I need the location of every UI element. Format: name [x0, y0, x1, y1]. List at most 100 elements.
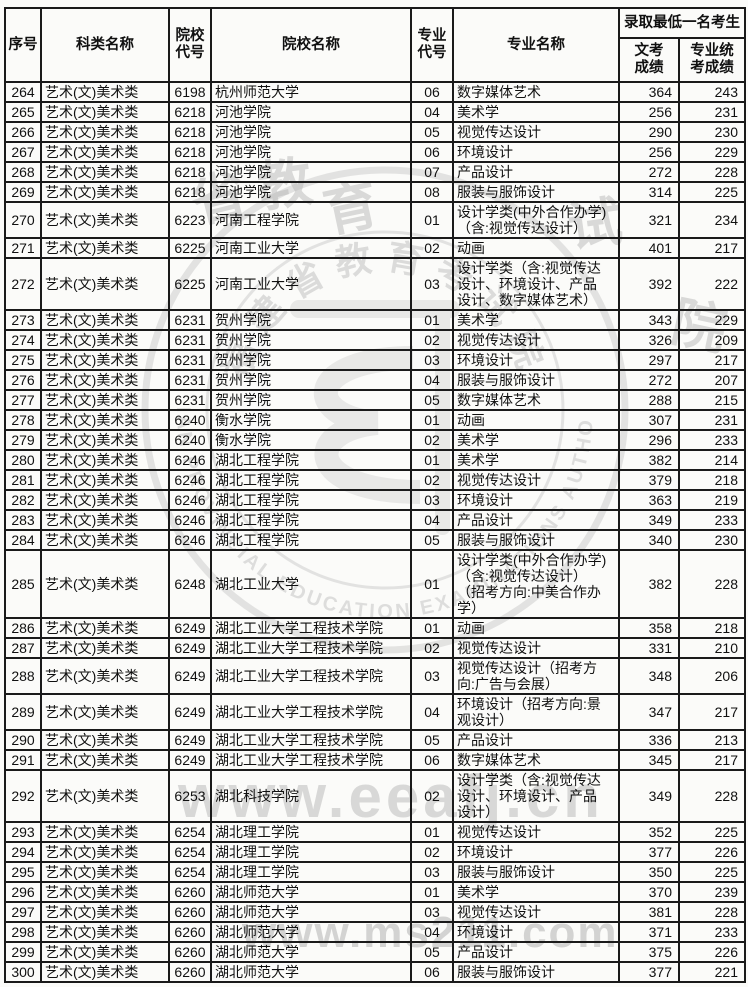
- cell-serial: 276: [4, 369, 42, 391]
- cell-serial: 285: [4, 549, 42, 619]
- cell-serial: 298: [4, 921, 42, 943]
- cell-major-code: 06: [410, 141, 454, 163]
- cell-school-name: 湖北理工学院: [210, 821, 412, 843]
- cell-wenkao-score: 256: [618, 101, 680, 123]
- cell-school-code: 6260: [168, 941, 212, 963]
- cell-category: 艺术(文)美术类: [40, 617, 170, 639]
- table-row: 274 艺术(文)美术类 6231 贺州学院 02 视觉传达设计 326 209: [4, 329, 746, 351]
- cell-category: 艺术(文)美术类: [40, 469, 170, 491]
- cell-serial: 277: [4, 389, 42, 411]
- table-row: 275 艺术(文)美术类 6231 贺州学院 03 环境设计 297 217: [4, 349, 746, 371]
- cell-major-code: 02: [410, 429, 454, 451]
- cell-school-name: 湖北工业大学工程技术学院: [210, 749, 412, 771]
- cell-tongkao-score: 206: [678, 657, 746, 695]
- cell-serial: 265: [4, 101, 42, 123]
- table-row: 271 艺术(文)美术类 6225 河南工业大学 02 动画 401 217: [4, 237, 746, 259]
- cell-major-code: 05: [410, 729, 454, 751]
- cell-school-name: 湖北工业大学工程技术学院: [210, 637, 412, 659]
- cell-serial: 289: [4, 693, 42, 731]
- cell-major-name: 环境设计: [452, 349, 620, 371]
- cell-tongkao-score: 230: [678, 529, 746, 551]
- table-row: 293 艺术(文)美术类 6254 湖北理工学院 01 视觉传达设计 352 225: [4, 821, 746, 843]
- table-row: 273 艺术(文)美术类 6231 贺州学院 01 美术学 343 229: [4, 309, 746, 331]
- cell-school-code: 6246: [168, 529, 212, 551]
- cell-serial: 266: [4, 121, 42, 143]
- cell-school-name: 湖北工业大学工程技术学院: [210, 693, 412, 731]
- cell-major-code: 04: [410, 921, 454, 943]
- cell-major-code: 03: [410, 349, 454, 371]
- cell-category: 艺术(文)美术类: [40, 257, 170, 311]
- header-school-code: 院校 代号: [168, 7, 212, 83]
- cell-category: 艺术(文)美术类: [40, 749, 170, 771]
- cell-category: 艺术(文)美术类: [40, 409, 170, 431]
- cell-tongkao-score: 214: [678, 449, 746, 471]
- cell-school-code: 6246: [168, 469, 212, 491]
- table-body: 264 艺术(文)美术类 6198 杭州师范大学 06 数字媒体艺术 364 243 265 艺术…: [4, 81, 746, 983]
- cell-school-code: 6249: [168, 637, 212, 659]
- cell-category: 艺术(文)美术类: [40, 921, 170, 943]
- cell-tongkao-score: 207: [678, 369, 746, 391]
- cell-school-name: 贺州学院: [210, 369, 412, 391]
- cell-school-code: 6249: [168, 617, 212, 639]
- cell-major-code: 05: [410, 389, 454, 411]
- table-row: 297 艺术(文)美术类 6260 湖北师范大学 03 视觉传达设计 381 228: [4, 901, 746, 923]
- cell-category: 艺术(文)美术类: [40, 429, 170, 451]
- cell-serial: 269: [4, 181, 42, 203]
- cell-major-name: 环境设计: [452, 141, 620, 163]
- table-row: 287 艺术(文)美术类 6249 湖北工业大学工程技术学院 02 视觉传达设计 331 21…: [4, 637, 746, 659]
- cell-tongkao-score: 229: [678, 309, 746, 331]
- cell-school-name: 湖北工业大学工程技术学院: [210, 729, 412, 751]
- cell-school-name: 衡水学院: [210, 429, 412, 451]
- cell-major-name: 服装与服饰设计: [452, 961, 620, 983]
- cell-serial: 270: [4, 201, 42, 239]
- table-row: 268 艺术(文)美术类 6218 河池学院 07 产品设计 272 228: [4, 161, 746, 183]
- cell-category: 艺术(文)美术类: [40, 101, 170, 123]
- cell-school-code: 6260: [168, 921, 212, 943]
- cell-tongkao-score: 228: [678, 161, 746, 183]
- cell-tongkao-score: 218: [678, 617, 746, 639]
- cell-school-code: 6253: [168, 769, 212, 823]
- cell-category: 艺术(文)美术类: [40, 821, 170, 843]
- cell-category: 艺术(文)美术类: [40, 121, 170, 143]
- cell-major-name: 动画: [452, 409, 620, 431]
- table-row: 281 艺术(文)美术类 6246 湖北工程学院 02 视觉传达设计 379 218: [4, 469, 746, 491]
- cell-wenkao-score: 379: [618, 469, 680, 491]
- cell-serial: 281: [4, 469, 42, 491]
- cell-tongkao-score: 229: [678, 141, 746, 163]
- cell-wenkao-score: 314: [618, 181, 680, 203]
- cell-major-code: 05: [410, 121, 454, 143]
- cell-category: 艺术(文)美术类: [40, 901, 170, 923]
- cell-school-code: 6249: [168, 749, 212, 771]
- cell-major-name: 服装与服饰设计: [452, 181, 620, 203]
- cell-wenkao-score: 256: [618, 141, 680, 163]
- cell-wenkao-score: 348: [618, 657, 680, 695]
- table-row: 286 艺术(文)美术类 6249 湖北工业大学工程技术学院 01 动画 358 218: [4, 617, 746, 639]
- cell-school-code: 6231: [168, 389, 212, 411]
- cell-school-name: 贺州学院: [210, 389, 412, 411]
- cell-wenkao-score: 347: [618, 693, 680, 731]
- cell-school-name: 河南工业大学: [210, 237, 412, 259]
- cell-school-code: 6218: [168, 101, 212, 123]
- cell-school-code: 6225: [168, 257, 212, 311]
- cell-major-code: 02: [410, 637, 454, 659]
- cell-major-name: 环境设计（招考方向:景 观设计）: [452, 693, 620, 731]
- cell-major-code: 02: [410, 841, 454, 863]
- table-row: 280 艺术(文)美术类 6246 湖北工程学院 01 美术学 382 214: [4, 449, 746, 471]
- cell-serial: 290: [4, 729, 42, 751]
- table-row: 278 艺术(文)美术类 6240 衡水学院 01 动画 307 231: [4, 409, 746, 431]
- cell-major-name: 视觉传达设计: [452, 469, 620, 491]
- cell-school-name: 湖北工程学院: [210, 509, 412, 531]
- cell-category: 艺术(文)美术类: [40, 693, 170, 731]
- cell-school-name: 湖北工业大学工程技术学院: [210, 657, 412, 695]
- cell-school-name: 河池学院: [210, 101, 412, 123]
- table-row: 298 艺术(文)美术类 6260 湖北师范大学 04 环境设计 371 233: [4, 921, 746, 943]
- cell-school-name: 贺州学院: [210, 329, 412, 351]
- cell-school-name: 衡水学院: [210, 409, 412, 431]
- cell-category: 艺术(文)美术类: [40, 961, 170, 983]
- cell-serial: 280: [4, 449, 42, 471]
- cell-school-code: 6260: [168, 881, 212, 903]
- cell-tongkao-score: 217: [678, 693, 746, 731]
- cell-school-code: 6254: [168, 841, 212, 863]
- cell-major-name: 美术学: [452, 449, 620, 471]
